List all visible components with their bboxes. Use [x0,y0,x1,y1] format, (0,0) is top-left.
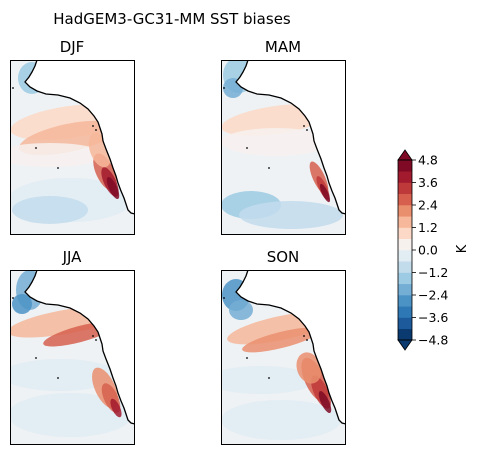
island-marker [35,357,37,359]
colorbar-tick-label: 0.0 [418,243,438,258]
coastline [235,60,346,215]
bias-contour [10,393,132,437]
panel-frame [10,60,135,235]
colorbar-tick-label: 4.8 [418,153,438,168]
map-panels [10,60,346,445]
panel-frame [10,270,135,445]
bias-contour [221,400,341,440]
island-marker [12,297,14,299]
bias-contour [229,300,253,320]
colorbar-segment [398,171,412,183]
map-panel-son [221,270,346,445]
island-marker [306,339,308,341]
colorbar-tick-label: −1.2 [418,265,448,280]
colorbar-tick-label: 3.6 [418,175,438,190]
island-marker [268,167,270,169]
map-panel-djf [10,60,135,235]
bias-contour [318,390,332,414]
island-marker [303,335,305,337]
bias-contour [239,201,343,229]
colorbar-segment [398,205,412,217]
colorbar-segment [398,238,412,251]
map-panel-jja [10,270,135,445]
bias-contour [10,143,105,167]
bias-contour [296,352,322,384]
map-panel-mam [221,60,346,235]
colorbar-tick-label: −4.8 [418,333,448,348]
colorbar-extend-min [397,339,413,351]
colorbar-segment [398,182,412,195]
panel-title: SON [267,248,300,266]
bias-contour [10,359,118,391]
island-marker [57,167,59,169]
figure-title: HadGEM3-GC31-MM SST biases [53,10,291,28]
island-marker [223,297,225,299]
colorbar-segment [398,227,412,240]
bias-contour [12,196,88,224]
panel-title: DJF [60,38,85,56]
colorbar-tick-label: −3.6 [418,310,448,325]
colorbar-segment [398,328,412,341]
island-marker [95,339,97,341]
island-marker [303,125,305,127]
island-marker [306,129,308,131]
bias-contour [221,366,316,394]
bias-contour [12,294,32,314]
bias-contour [106,176,120,200]
land-mask [236,60,346,214]
panel-title: MAM [265,38,301,56]
land-mask [236,270,346,424]
colorbar-tick-label: −2.4 [418,288,448,303]
island-marker [92,335,94,337]
coastline [24,60,135,215]
island-marker [92,125,94,127]
colorbar-label: K [455,244,470,253]
colorbar-segment [398,160,412,172]
colorbar-segment [398,317,412,330]
land-mask [25,60,135,214]
colorbar-segment [398,193,412,206]
colorbar-segment [398,283,412,296]
island-marker [246,357,248,359]
land-mask [25,270,135,424]
colorbar-segment [398,295,412,307]
island-marker [35,147,37,149]
panel-frame [221,60,346,235]
panel-title: JJA [62,248,83,266]
colorbar-tick-label: 1.2 [418,220,438,235]
colorbar-extend-max [397,149,413,161]
colorbar-segment [398,250,412,262]
bias-contour [221,128,331,156]
island-marker [223,87,225,89]
island-marker [12,87,14,89]
colorbar-segment [398,216,412,228]
panel-frame [221,270,346,445]
island-marker [57,377,59,379]
bias-contour [110,398,122,418]
colorbar-tick-label: 2.4 [418,198,438,213]
island-marker [268,377,270,379]
colorbar: K 4.8 3.6 2.4 1.2 0.0 −1.2 −2.4 −3.6 −4.8 [397,149,470,351]
colorbar-segment [398,261,412,273]
colorbar-segment [398,306,412,318]
colorbar-segment [398,272,412,285]
coastline [235,270,346,425]
bias-contour [242,327,320,353]
bias-contour [319,183,331,203]
island-marker [95,129,97,131]
coastline [24,270,135,425]
island-marker [246,147,248,149]
